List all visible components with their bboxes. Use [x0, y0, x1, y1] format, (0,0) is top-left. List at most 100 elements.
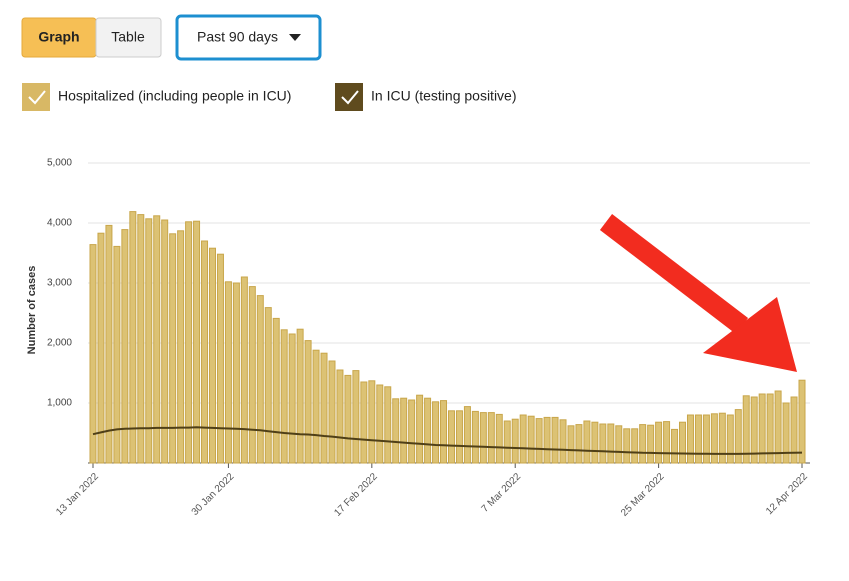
bar — [336, 369, 344, 464]
y-tick-label: 3,000 — [47, 278, 72, 289]
bar — [758, 393, 766, 464]
y-tick-label: 5,000 — [47, 158, 72, 169]
bar — [248, 286, 256, 464]
bar — [193, 220, 201, 464]
bar — [471, 410, 479, 464]
dropdown-caret[interactable] — [289, 34, 301, 41]
y-tick-label: 4,000 — [47, 218, 72, 229]
bar — [384, 386, 392, 464]
bar — [750, 396, 758, 464]
x-tick-label: 7 Mar 2022 — [480, 471, 524, 515]
bar — [137, 214, 145, 464]
bar — [718, 412, 726, 464]
bar — [623, 428, 631, 464]
legend-label[interactable]: Hospitalized (including people in ICU) — [58, 88, 291, 104]
bar — [790, 396, 798, 464]
bar — [360, 381, 368, 464]
legend-label[interactable]: In ICU (testing positive) — [371, 88, 517, 104]
bar — [392, 398, 400, 464]
table-button-label[interactable]: Table — [111, 29, 145, 45]
bar — [631, 428, 639, 464]
bar — [655, 421, 663, 464]
legend-check[interactable] — [28, 90, 46, 105]
bar — [559, 419, 567, 464]
bar — [328, 360, 336, 464]
bar — [320, 352, 328, 464]
bar — [455, 410, 463, 464]
bar — [256, 295, 264, 464]
legend-swatch[interactable] — [22, 83, 50, 111]
bar — [710, 413, 718, 464]
bar — [89, 244, 97, 464]
x-tick-label: 13 Jan 2022 — [54, 471, 101, 518]
bar — [742, 395, 750, 464]
bar — [551, 416, 559, 464]
bar — [376, 384, 384, 464]
bar — [240, 276, 248, 464]
graph-button-label[interactable]: Graph — [38, 29, 79, 45]
bar — [694, 414, 702, 464]
bar — [479, 412, 487, 464]
bar — [487, 412, 495, 464]
bar — [121, 229, 129, 464]
arrow-head — [703, 297, 797, 372]
bar — [296, 328, 304, 464]
bar — [145, 218, 153, 464]
bar — [734, 409, 742, 464]
bar — [702, 414, 710, 464]
bar — [511, 418, 519, 464]
bar — [113, 245, 121, 464]
bar — [280, 329, 288, 464]
bar — [686, 414, 694, 464]
bar — [352, 370, 360, 464]
bar — [416, 394, 424, 464]
bar — [224, 281, 232, 464]
bar — [591, 421, 599, 464]
bar — [272, 317, 280, 464]
bar — [432, 401, 440, 464]
bar — [97, 232, 105, 464]
bar — [447, 410, 455, 464]
bar — [201, 240, 209, 464]
bar — [647, 424, 655, 464]
bar — [726, 414, 734, 464]
y-tick-label: 2,000 — [47, 338, 72, 349]
bar — [232, 282, 240, 464]
bar — [663, 421, 671, 464]
bar — [599, 423, 607, 464]
bar — [567, 425, 575, 464]
bar — [583, 420, 591, 464]
bar — [288, 333, 296, 464]
period-dropdown[interactable] — [175, 14, 322, 61]
bar — [766, 393, 774, 464]
bar — [169, 233, 177, 464]
bar — [161, 219, 169, 464]
bar — [208, 247, 216, 464]
x-tick-label: 12 Apr 2022 — [764, 471, 810, 517]
bar — [463, 406, 471, 464]
y-tick-label: 1,000 — [47, 398, 72, 409]
bar — [575, 424, 583, 464]
dropdown-label[interactable]: Past 90 days — [197, 29, 278, 45]
annotation-arrow — [599, 214, 797, 372]
bar — [368, 380, 376, 464]
bar — [185, 221, 193, 464]
bar — [679, 421, 687, 464]
bar — [535, 418, 543, 464]
bar — [129, 211, 137, 464]
bar — [424, 397, 432, 464]
bar — [495, 413, 503, 464]
bar — [774, 390, 782, 464]
bar — [519, 414, 527, 464]
bar — [105, 224, 113, 464]
legend-swatch[interactable] — [335, 83, 363, 111]
bar — [177, 230, 185, 464]
bar — [400, 397, 408, 464]
legend-check[interactable] — [341, 90, 359, 105]
table-button[interactable] — [95, 17, 162, 58]
x-tick-label: 25 Mar 2022 — [619, 471, 667, 519]
bar — [344, 374, 352, 464]
bar — [607, 423, 615, 464]
bar — [153, 215, 161, 464]
